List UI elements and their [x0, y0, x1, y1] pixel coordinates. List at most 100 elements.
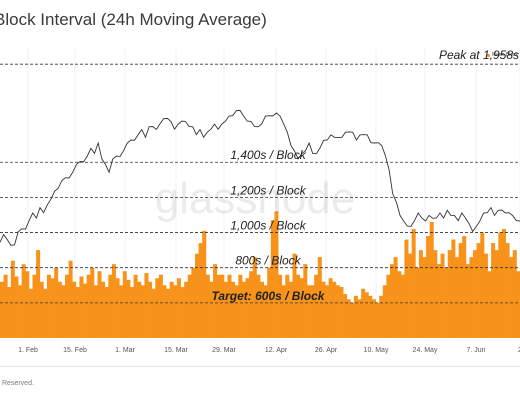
interval-bar [281, 285, 286, 338]
interval-bar [227, 274, 232, 338]
interval-bar [241, 281, 246, 338]
interval-bar [335, 285, 340, 338]
interval-bar [469, 257, 474, 338]
interval-bar [418, 250, 423, 338]
interval-bar [202, 230, 207, 338]
price-line [0, 109, 520, 246]
interval-bar [494, 250, 499, 338]
interval-bar [476, 243, 481, 338]
interval-bar [361, 288, 366, 338]
interval-bar [451, 239, 456, 338]
x-tick-label: 1. Feb [18, 347, 38, 354]
interval-bar [126, 280, 131, 338]
interval-bar [263, 285, 268, 338]
interval-bar [357, 299, 362, 338]
peak-label: Peak at 1,958s [439, 48, 519, 62]
interval-bar [46, 274, 51, 338]
interval-bar [306, 285, 311, 338]
interval-bar [184, 281, 189, 338]
x-tick-label: 7. Jun [466, 347, 485, 354]
interval-bar [440, 253, 445, 338]
interval-bar [512, 250, 517, 338]
interval-bar [191, 267, 196, 338]
chart-legend: Mean Block [486, 52, 518, 58]
interval-bar [498, 232, 503, 338]
x-tick-label: 2 [518, 347, 520, 354]
interval-bar [86, 274, 91, 338]
reference-label: Target: 600s / Block [212, 289, 326, 303]
interval-bar [3, 274, 8, 338]
x-tick-label: 24. May [413, 347, 438, 354]
chart-title: Block Interval (24h Moving Average) [0, 10, 267, 29]
interval-bar [68, 260, 73, 338]
interval-bar [400, 274, 405, 338]
interval-bar [79, 276, 84, 338]
interval-bar [458, 243, 463, 338]
interval-bar [50, 278, 55, 338]
interval-bar [447, 250, 452, 338]
reference-label: 1,400s / Block [230, 148, 306, 162]
interval-bar [371, 299, 376, 338]
interval-bar [36, 250, 41, 338]
interval-bar [108, 274, 113, 338]
interval-bar [176, 278, 181, 338]
interval-bar [151, 288, 156, 338]
interval-bar [32, 274, 37, 338]
interval-bar [93, 285, 98, 338]
interval-bar [516, 271, 520, 338]
interval-bar [144, 272, 149, 338]
interval-bar [422, 257, 427, 338]
x-tick-label: 29. Mar [212, 347, 236, 354]
interval-bar [397, 271, 402, 338]
legend-swatch [486, 53, 490, 57]
interval-bar [328, 278, 333, 338]
interval-bar [115, 278, 120, 338]
interval-bar [364, 292, 369, 338]
interval-bar [491, 243, 496, 338]
interval-bar [260, 281, 265, 338]
interval-bar [83, 283, 88, 338]
interval-bar [122, 271, 127, 338]
interval-bar [119, 285, 124, 338]
interval-bar [303, 264, 308, 338]
interval-bar [429, 222, 434, 338]
interval-bar [299, 278, 304, 338]
interval-bar [249, 271, 254, 338]
interval-bar [0, 281, 5, 338]
interval-bar [39, 281, 44, 338]
interval-bar [252, 257, 257, 338]
interval-bar [292, 253, 297, 338]
x-tick-label: 1. Mar [115, 347, 136, 354]
interval-bar [480, 232, 485, 338]
interval-bar [386, 274, 391, 338]
interval-bar [130, 287, 135, 338]
interval-bar [310, 285, 315, 338]
interval-bar [325, 285, 330, 338]
x-tick-label: 26. Apr [315, 347, 338, 354]
interval-bar [65, 274, 70, 338]
interval-bar [231, 281, 236, 338]
interval-bar [234, 285, 239, 338]
interval-bar [256, 274, 261, 338]
interval-bar [455, 257, 460, 338]
interval-bar [173, 285, 178, 338]
interval-bar [14, 276, 19, 338]
interval-bar [393, 257, 398, 338]
interval-bar [180, 287, 185, 338]
interval-bar [57, 281, 62, 338]
interval-bar [317, 257, 322, 338]
interval-bar [101, 281, 106, 338]
interval-bar [75, 287, 80, 338]
interval-bar [213, 264, 218, 338]
interval-bar [404, 239, 409, 338]
interval-bar [245, 278, 250, 338]
x-tick-label: 12. Apr [265, 347, 288, 354]
interval-bar [375, 302, 380, 338]
interval-bar [169, 281, 174, 338]
interval-bar [433, 250, 438, 338]
interval-bar [343, 294, 348, 338]
interval-bar [187, 274, 192, 338]
interval-bar [473, 250, 478, 338]
interval-bar [346, 299, 351, 338]
interval-bar [408, 253, 413, 338]
